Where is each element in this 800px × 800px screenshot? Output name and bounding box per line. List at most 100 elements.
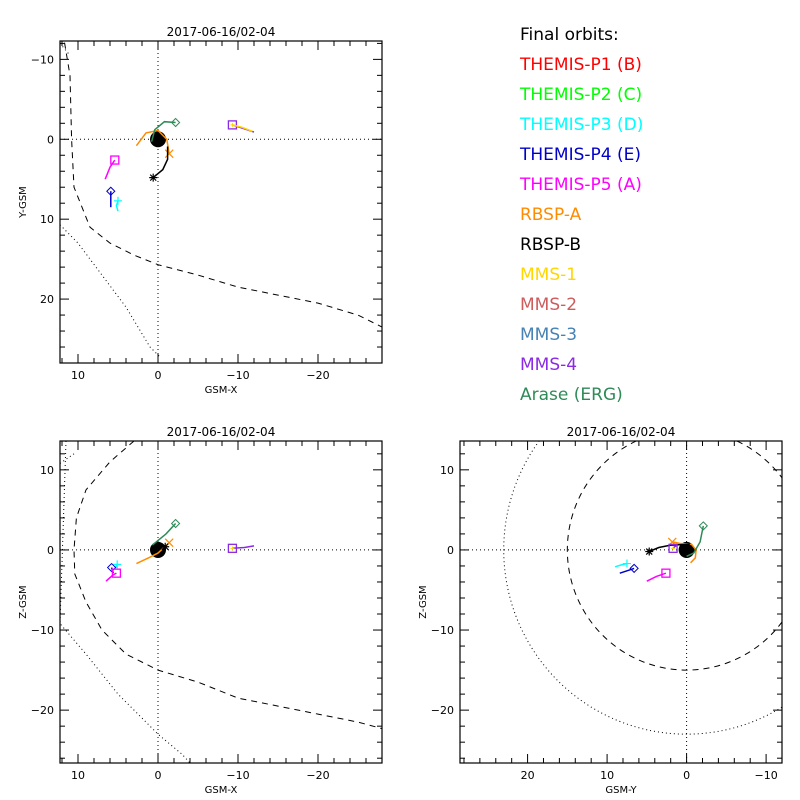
plus-marker [113,560,122,569]
plot-panel-3: 20 10 0 −10 10 0 −10 −20 2017-06-16/02-04 GSM-Y Z-… [418,425,783,796]
orbit-themis-p4-e [619,563,639,574]
plot-area [60,41,382,363]
asterisk-marker [230,122,235,127]
plus-marker [622,559,631,568]
asterisk-marker [161,542,170,551]
x-tick-label: −10 [226,769,249,782]
y-axis-label: Y-GSM [18,186,29,219]
diamond-marker [629,563,639,574]
y-tick-label: 10 [40,213,54,226]
asterisk-marker [149,173,158,182]
orbit-track [648,543,690,553]
axis-ticks [60,441,383,763]
y-tick-label: 20 [40,293,54,306]
magnetopause-line [73,441,382,730]
x-tick-label: −20 [306,769,329,782]
square-marker [227,120,238,130]
orbit-themis-p5-a [105,568,122,582]
orbit-mms-4 [227,543,255,553]
plot-panel-1: 10 0 −10 −20 −10 0 10 20 2017-06-16/02-04 GSM-X Y-… [18,25,383,396]
legend-item-mms-4: MMS-4 [520,355,578,375]
orbit-mms-4 [668,543,678,553]
plot-frame [459,440,783,764]
plot-area [460,441,782,763]
magnetopause-line [63,41,382,328]
orbit-track [619,567,635,574]
orbit-themis-p3-d [114,196,122,212]
orbit-arase-erg [686,521,708,557]
legend-item-themis-p3: THEMIS-P3 (D) [520,115,644,135]
x-marker [164,149,174,159]
x-tick-label: −10 [226,369,249,382]
x-tick-label: −20 [306,369,329,382]
plot-area [60,441,382,763]
x-tick-label: 20 [521,769,535,782]
square-marker [668,543,678,553]
y-tick-label: 0 [447,544,454,557]
diamond-marker [170,518,181,529]
square-marker [661,568,671,578]
orbit-mms-1 [230,122,253,133]
diamond-marker [106,186,116,196]
plot-panel-2: 10 0 −10 −20 10 0 −10 −20 2017-06-16/02-04 GSM-X Z… [18,425,383,796]
legend-item-rbsp-b: RBSP-B [520,235,582,255]
bow-shock-line [60,224,160,357]
x-tick-label: 0 [155,369,162,382]
orbit-track [135,129,170,154]
orbit-themis-p5-a [104,155,120,180]
bow-shock-line [60,453,75,464]
legend-title: Final orbits: [520,25,619,45]
bow-shock-circle [503,441,782,735]
square-marker [227,543,238,553]
y-tick-label: 10 [40,464,54,477]
orbit-track [232,124,253,133]
legend-item-themis-p1: THEMIS-P1 (B) [520,55,642,75]
plot-title: 2017-06-16/02-04 [167,425,276,439]
orbit-rbsp-b [645,543,690,556]
x-tick-label: 10 [600,769,614,782]
orbit-track [152,146,169,179]
x-axis-label: GSM-X [205,785,238,796]
orbit-track [686,525,705,557]
square-marker [111,568,122,578]
legend-item-themis-p5: THEMIS-P5 (A) [520,175,642,195]
legend-item-themis-p4: THEMIS-P4 (E) [520,145,641,165]
axis-ticks [460,441,783,763]
diamond-marker [106,562,117,573]
earth-marker [150,541,166,558]
y-axis-label: Z-GSM [18,585,29,618]
orbit-themis-p5-a [646,568,671,582]
plot-frame [59,440,383,764]
y-tick-label: −20 [431,704,454,717]
orbit-themis-p3-d [113,560,122,569]
orbit-themis-p4-e [106,186,116,208]
y-tick-label: 0 [47,544,54,557]
asterisk-marker [671,546,676,551]
orbit-track [672,544,678,549]
x-axis-label: GSM-X [205,385,238,396]
orbit-rbsp-b [161,542,170,551]
x-tick-label: 10 [71,369,85,382]
diamond-marker [698,521,708,531]
legend-item-mms-1: MMS-1 [520,265,578,285]
bow-shock-line [60,441,191,763]
legend-item-mms-2: MMS-2 [520,295,578,315]
axis-ticks [60,41,383,364]
x-tick-label: 0 [155,769,162,782]
plot-frame [59,40,383,364]
legend-item-arase: Arase (ERG) [520,385,623,405]
y-tick-label: 10 [440,464,454,477]
orbit-rbsp-a [135,129,174,159]
asterisk-marker [645,547,654,556]
orbit-track [105,572,117,582]
diamond-marker [170,117,181,128]
orbit-track [151,522,177,546]
orbit-themis-p4-e [106,562,117,574]
y-tick-label: −10 [431,624,454,637]
y-tick-label: −20 [31,704,54,717]
x-tick-label: −10 [754,769,777,782]
orbit-mms-1 [671,546,676,551]
x-tick-label: 10 [71,769,85,782]
plot-title: 2017-06-16/02-04 [167,25,276,39]
x-axis-label: GSM-Y [605,785,637,796]
